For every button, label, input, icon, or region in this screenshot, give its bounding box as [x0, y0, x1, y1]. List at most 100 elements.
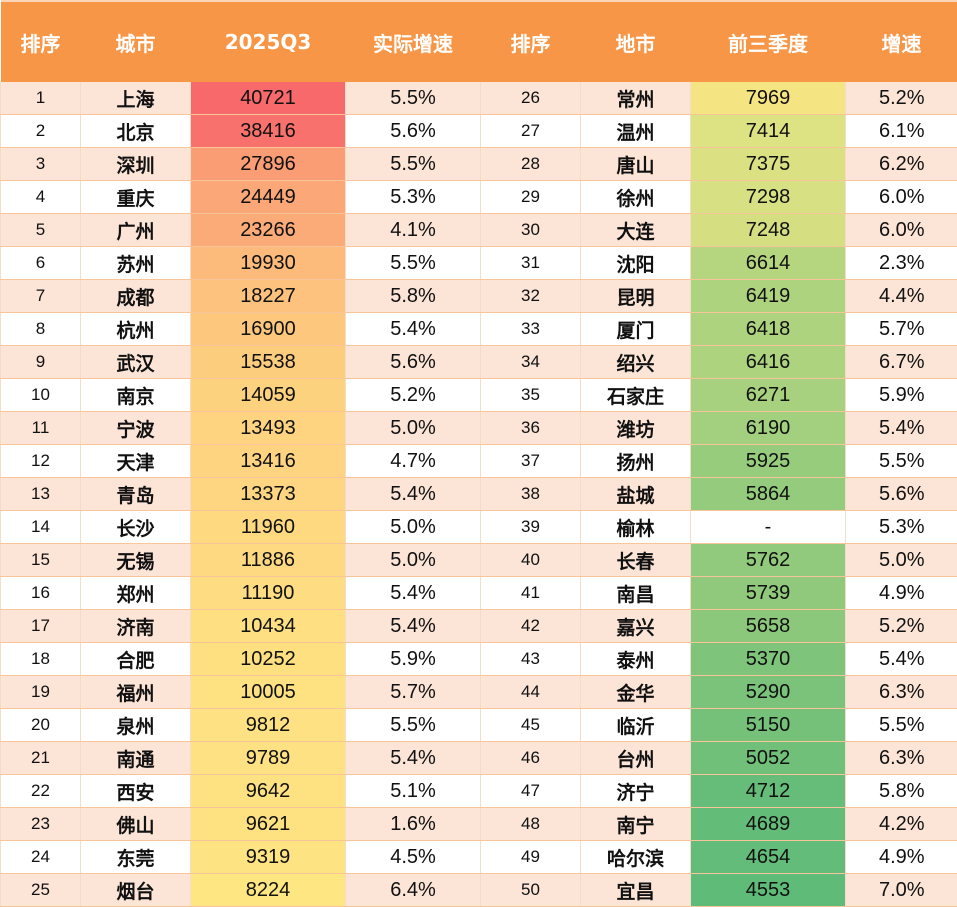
city-cell-right: 临沂: [581, 709, 691, 742]
rank-cell-right: 34: [481, 346, 581, 379]
gdp-value-cell: 13373: [191, 478, 346, 511]
header-row: 排序 城市 2025Q3 实际增速 排序 地市 前三季度 增速: [1, 1, 957, 82]
growth-cell-right: 6.1%: [846, 115, 957, 148]
gdp-value-cell: 8224: [191, 874, 346, 907]
header-city-right: 地市: [581, 1, 691, 82]
rank-cell: 1: [1, 82, 81, 115]
gdp-value-cell: 10434: [191, 610, 346, 643]
growth-cell: 5.5%: [346, 709, 481, 742]
city-cell: 无锡: [81, 544, 191, 577]
rank-cell: 24: [1, 841, 81, 874]
rank-cell: 5: [1, 214, 81, 247]
city-cell: 宁波: [81, 412, 191, 445]
growth-cell-right: 5.6%: [846, 478, 957, 511]
gdp-value-cell: 13416: [191, 445, 346, 478]
city-cell-right: 济宁: [581, 775, 691, 808]
gdp-value-cell: 14059: [191, 379, 346, 412]
city-cell: 合肥: [81, 643, 191, 676]
gdp-value-cell-right: 5290: [691, 676, 846, 709]
growth-cell-right: 5.4%: [846, 412, 957, 445]
city-cell: 重庆: [81, 181, 191, 214]
city-cell-right: 徐州: [581, 181, 691, 214]
city-cell-right: 榆林: [581, 511, 691, 544]
gdp-value-cell-right: 4654: [691, 841, 846, 874]
city-cell: 佛山: [81, 808, 191, 841]
rank-cell: 21: [1, 742, 81, 775]
rank-cell-right: 30: [481, 214, 581, 247]
city-cell-right: 唐山: [581, 148, 691, 181]
rank-cell-right: 44: [481, 676, 581, 709]
growth-cell-right: 4.9%: [846, 841, 957, 874]
growth-cell: 4.7%: [346, 445, 481, 478]
growth-cell-right: 6.0%: [846, 181, 957, 214]
city-cell: 福州: [81, 676, 191, 709]
growth-cell: 1.6%: [346, 808, 481, 841]
gdp-value-cell: 15538: [191, 346, 346, 379]
city-cell-right: 南宁: [581, 808, 691, 841]
city-cell-right: 沈阳: [581, 247, 691, 280]
gdp-value-cell: 38416: [191, 115, 346, 148]
gdp-value-cell: 11886: [191, 544, 346, 577]
gdp-value-cell: 10252: [191, 643, 346, 676]
rank-cell-right: 47: [481, 775, 581, 808]
rank-cell: 20: [1, 709, 81, 742]
city-cell: 西安: [81, 775, 191, 808]
gdp-value-cell-right: 4553: [691, 874, 846, 907]
gdp-value-cell-right: 6419: [691, 280, 846, 313]
rank-cell-right: 36: [481, 412, 581, 445]
rank-cell-right: 49: [481, 841, 581, 874]
city-cell-right: 哈尔滨: [581, 841, 691, 874]
gdp-value-cell: 9789: [191, 742, 346, 775]
gdp-value-cell: 9319: [191, 841, 346, 874]
gdp-value-cell-right: 5370: [691, 643, 846, 676]
growth-cell: 5.1%: [346, 775, 481, 808]
city-cell-right: 长春: [581, 544, 691, 577]
gdp-value-cell: 24449: [191, 181, 346, 214]
rank-cell-right: 46: [481, 742, 581, 775]
rank-cell-right: 33: [481, 313, 581, 346]
gdp-value-cell: 11190: [191, 577, 346, 610]
growth-cell: 5.3%: [346, 181, 481, 214]
rank-cell: 11: [1, 412, 81, 445]
growth-cell-right: 5.4%: [846, 643, 957, 676]
rank-cell: 15: [1, 544, 81, 577]
growth-cell: 6.4%: [346, 874, 481, 907]
rank-cell-right: 35: [481, 379, 581, 412]
city-cell-right: 潍坊: [581, 412, 691, 445]
gdp-value-cell: 13493: [191, 412, 346, 445]
city-cell-right: 石家庄: [581, 379, 691, 412]
rank-cell-right: 37: [481, 445, 581, 478]
gdp-value-cell: 9621: [191, 808, 346, 841]
growth-cell-right: 4.9%: [846, 577, 957, 610]
header-growth: 实际增速: [346, 1, 481, 82]
header-city: 城市: [81, 1, 191, 82]
gdp-value-cell-right: 6416: [691, 346, 846, 379]
city-cell-right: 厦门: [581, 313, 691, 346]
city-cell: 天津: [81, 445, 191, 478]
rank-cell-right: 26: [481, 82, 581, 115]
rank-cell-right: 27: [481, 115, 581, 148]
growth-cell: 5.6%: [346, 346, 481, 379]
growth-cell: 5.8%: [346, 280, 481, 313]
header-2025q3: 2025Q3: [191, 1, 346, 82]
growth-cell-right: 4.4%: [846, 280, 957, 313]
rank-cell-right: 42: [481, 610, 581, 643]
gdp-value-cell: 40721: [191, 82, 346, 115]
rank-cell: 2: [1, 115, 81, 148]
rank-cell-right: 32: [481, 280, 581, 313]
header-rank: 排序: [1, 1, 81, 82]
growth-cell-right: 6.2%: [846, 148, 957, 181]
